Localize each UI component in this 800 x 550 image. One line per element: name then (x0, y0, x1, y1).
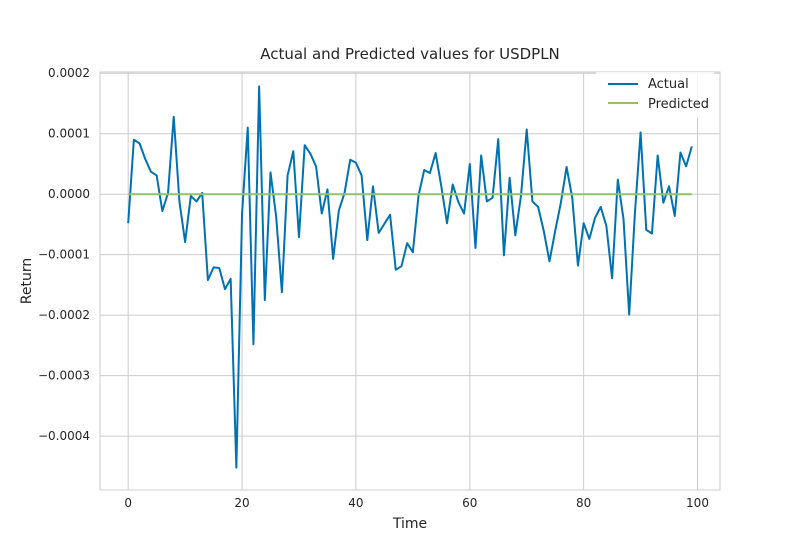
x-tick-label: 20 (234, 496, 249, 510)
y-tick-label: −0.0002 (38, 308, 90, 322)
legend: Actual Predicted (596, 72, 714, 118)
legend-box (596, 72, 714, 118)
x-tick-label: 80 (576, 496, 591, 510)
x-tick-label: 100 (686, 496, 709, 510)
y-tick-label: −0.0001 (38, 248, 90, 262)
plot-frame (99, 71, 721, 491)
x-tick-label: 0 (124, 496, 132, 510)
series-lines (127, 85, 693, 469)
x-axis-label: Time (392, 516, 427, 532)
x-tick-label: 40 (348, 496, 363, 510)
y-axis-label: Return (19, 258, 35, 304)
legend-label-actual: Actual (648, 77, 689, 92)
y-tick-label: 0.0000 (48, 187, 90, 201)
x-tick-labels: 0 20 40 60 80 100 (124, 496, 709, 510)
y-tick-label: 0.0002 (48, 66, 90, 80)
legend-label-predicted: Predicted (648, 97, 709, 112)
y-tick-label: 0.0001 (48, 127, 90, 141)
y-tick-label: −0.0004 (38, 429, 90, 443)
x-tick-label: 60 (462, 496, 477, 510)
y-tick-label: −0.0003 (38, 369, 90, 383)
chart-title: Actual and Predicted values for USDPLN (260, 45, 560, 63)
series-line-actual (127, 85, 693, 469)
y-tick-labels: 0.0002 0.0001 0.0000 −0.0001 −0.0002 −0.0003 −… (38, 66, 90, 443)
